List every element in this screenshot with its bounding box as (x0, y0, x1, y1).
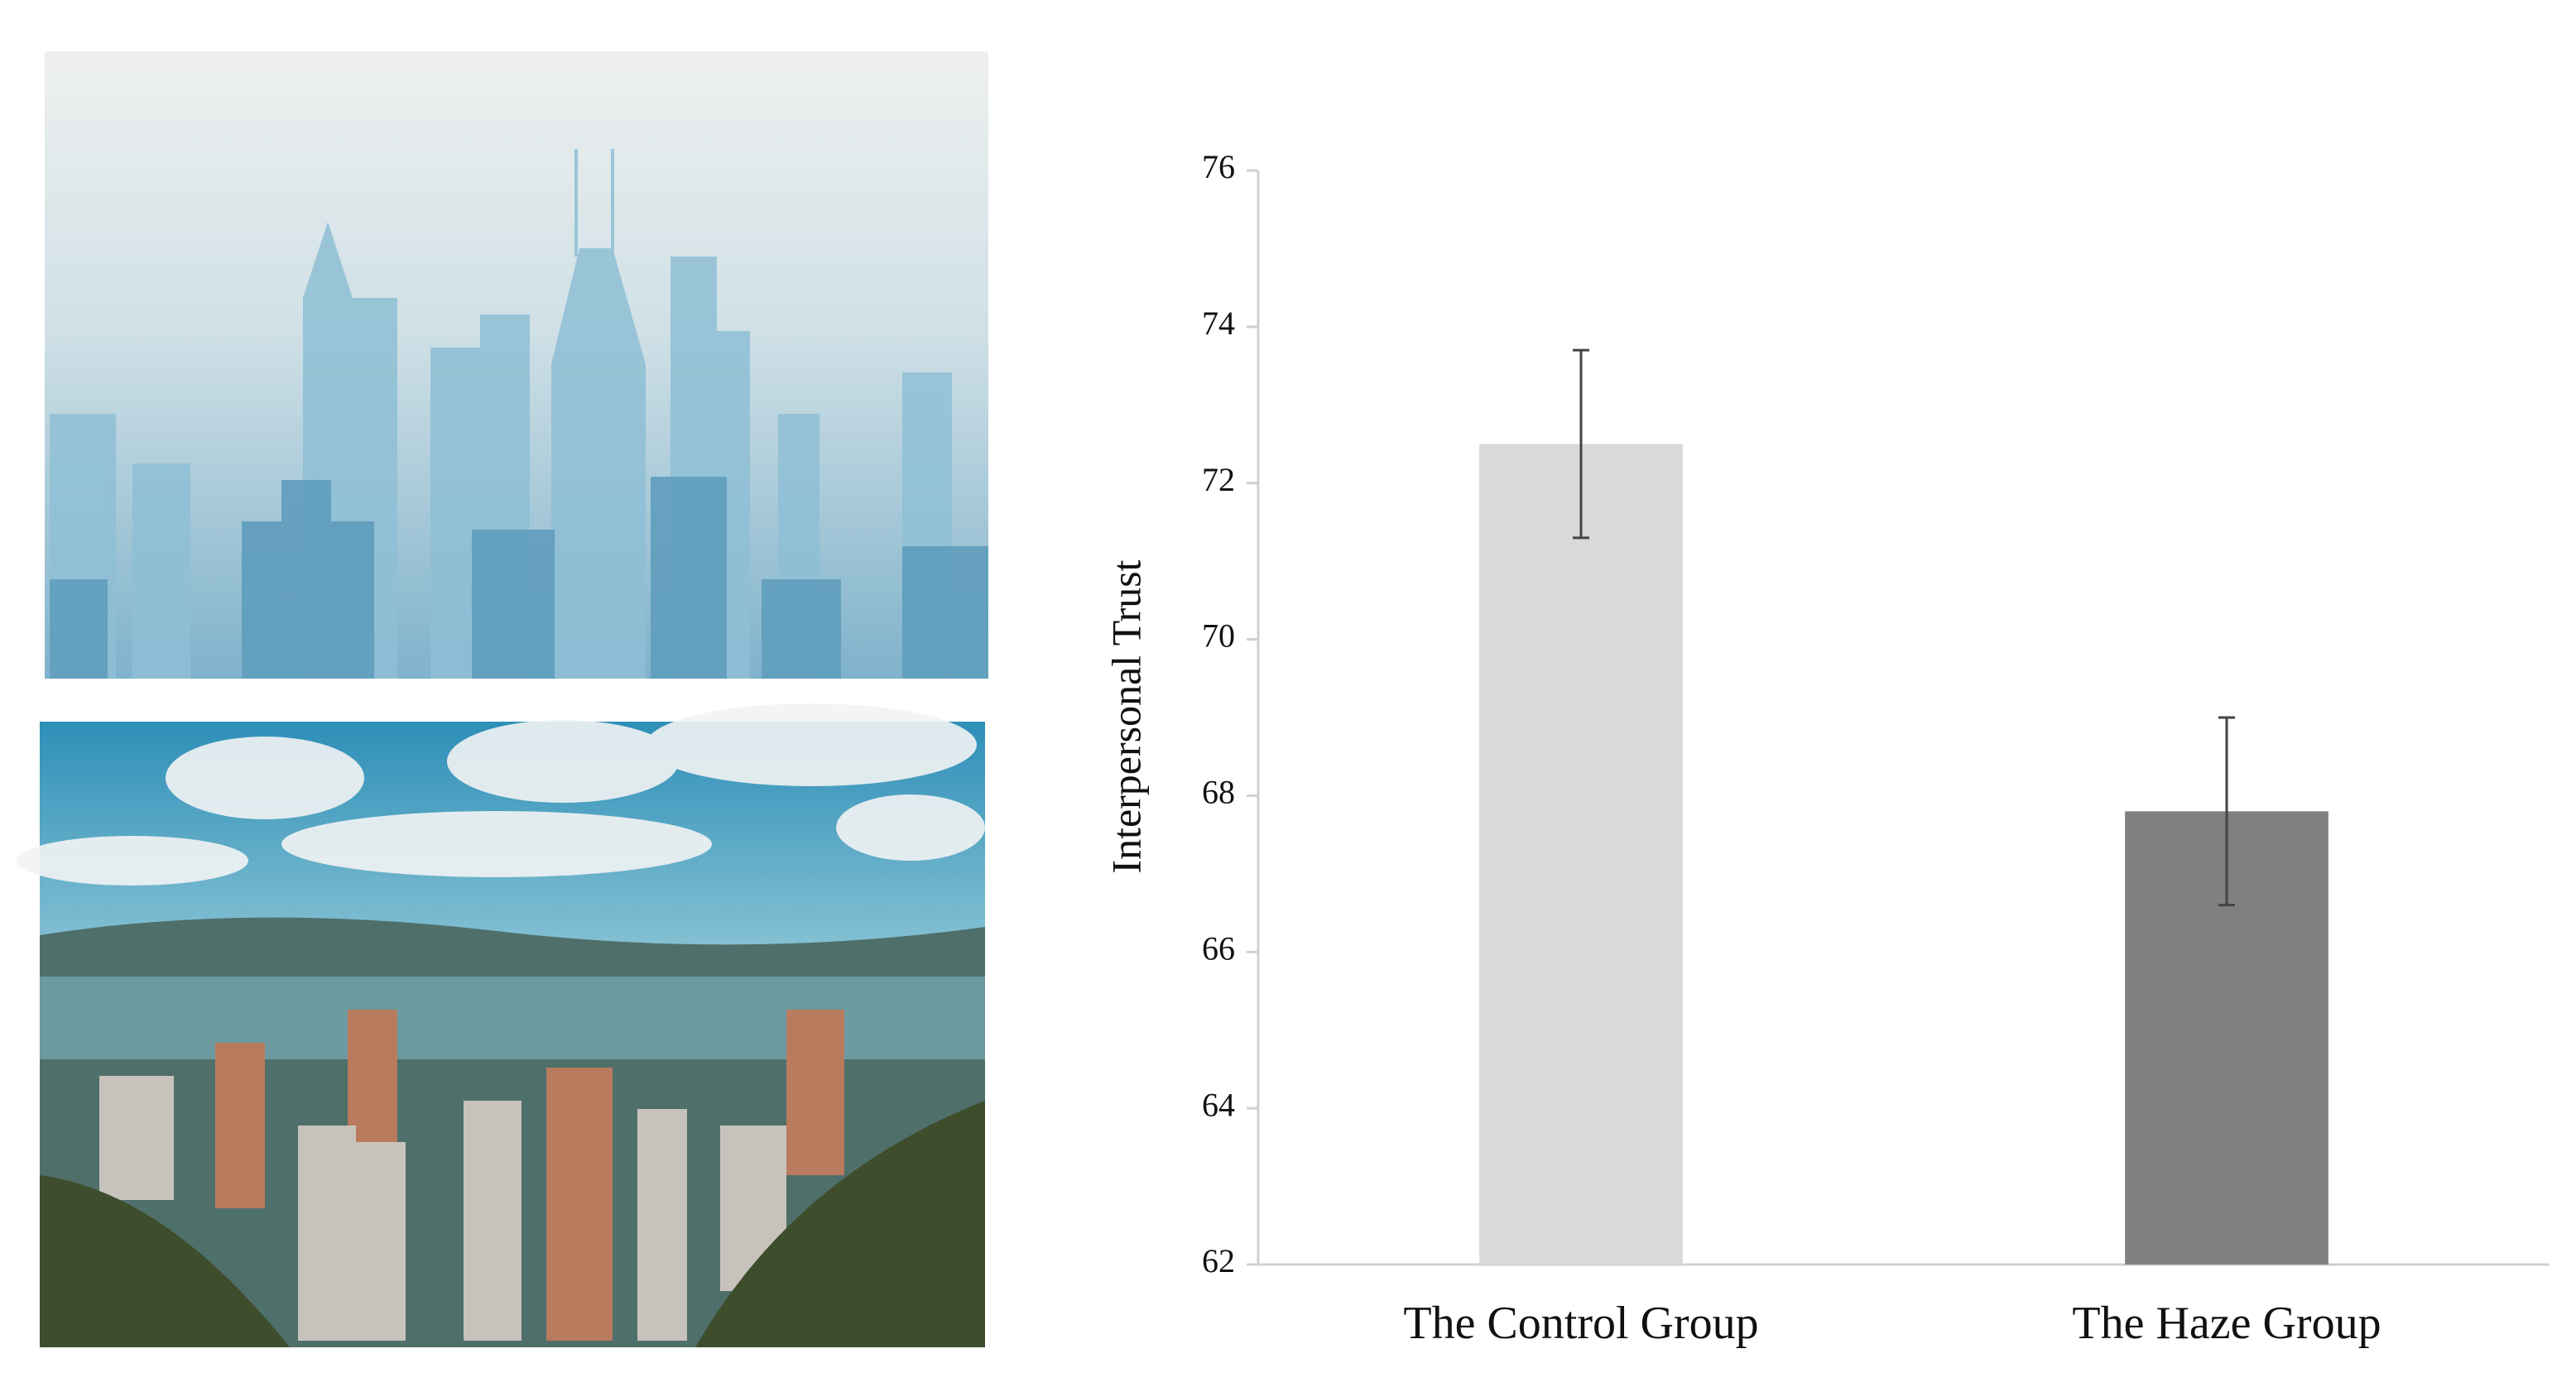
y-axis-title: Interpersonal Trust (1103, 559, 1149, 873)
clear-photo (17, 703, 985, 1347)
y-tick-label: 62 (1202, 1242, 1235, 1279)
x-tick-label: The Haze Group (2072, 1298, 2381, 1349)
y-tick-label: 76 (1202, 148, 1235, 185)
x-tick-label: The Control Group (1403, 1298, 1758, 1349)
bar (1479, 444, 1683, 1265)
chart: Interpersonal Trust 62 64 66 68 70 72 74 76 The … (1103, 148, 2550, 1349)
haze-photo (45, 51, 988, 679)
y-tick-label: 74 (1202, 305, 1235, 342)
y-tick-label: 72 (1202, 461, 1235, 498)
y-tick-label: 64 (1202, 1086, 1235, 1123)
y-tick-label: 66 (1202, 929, 1235, 967)
y-tick-label: 68 (1202, 774, 1235, 811)
y-tick-label: 70 (1202, 617, 1235, 655)
